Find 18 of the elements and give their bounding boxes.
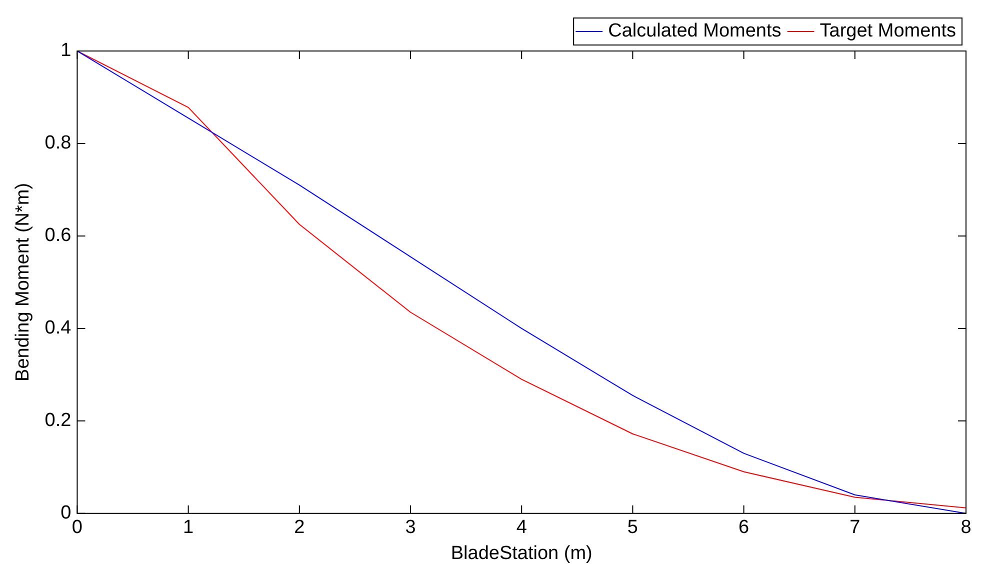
legend-label: Calculated Moments [608, 20, 782, 42]
y-tick-label: 1 [60, 40, 72, 62]
y-tick-label: 0.4 [44, 318, 72, 339]
x-tick-label: 1 [183, 517, 194, 538]
y-tick-label: 0 [60, 502, 72, 524]
x-tick-label: 8 [960, 517, 972, 538]
y-axis-title: Bending Moment (N*m) [12, 182, 34, 382]
x-tick-label: 2 [294, 517, 305, 538]
y-tick-label: 0.8 [44, 132, 72, 154]
legend-label: Target Moments [820, 20, 956, 42]
x-tick-label: 3 [405, 517, 416, 538]
x-tick-label: 5 [627, 517, 638, 538]
x-axis-title: BladeStation (m) [450, 542, 592, 564]
y-tick-label: 0.2 [44, 410, 72, 432]
x-tick-label: 7 [850, 517, 860, 538]
x-tick-label: 6 [738, 517, 750, 538]
y-tick-label: 0.6 [44, 225, 72, 246]
x-tick-label: 4 [516, 517, 528, 538]
